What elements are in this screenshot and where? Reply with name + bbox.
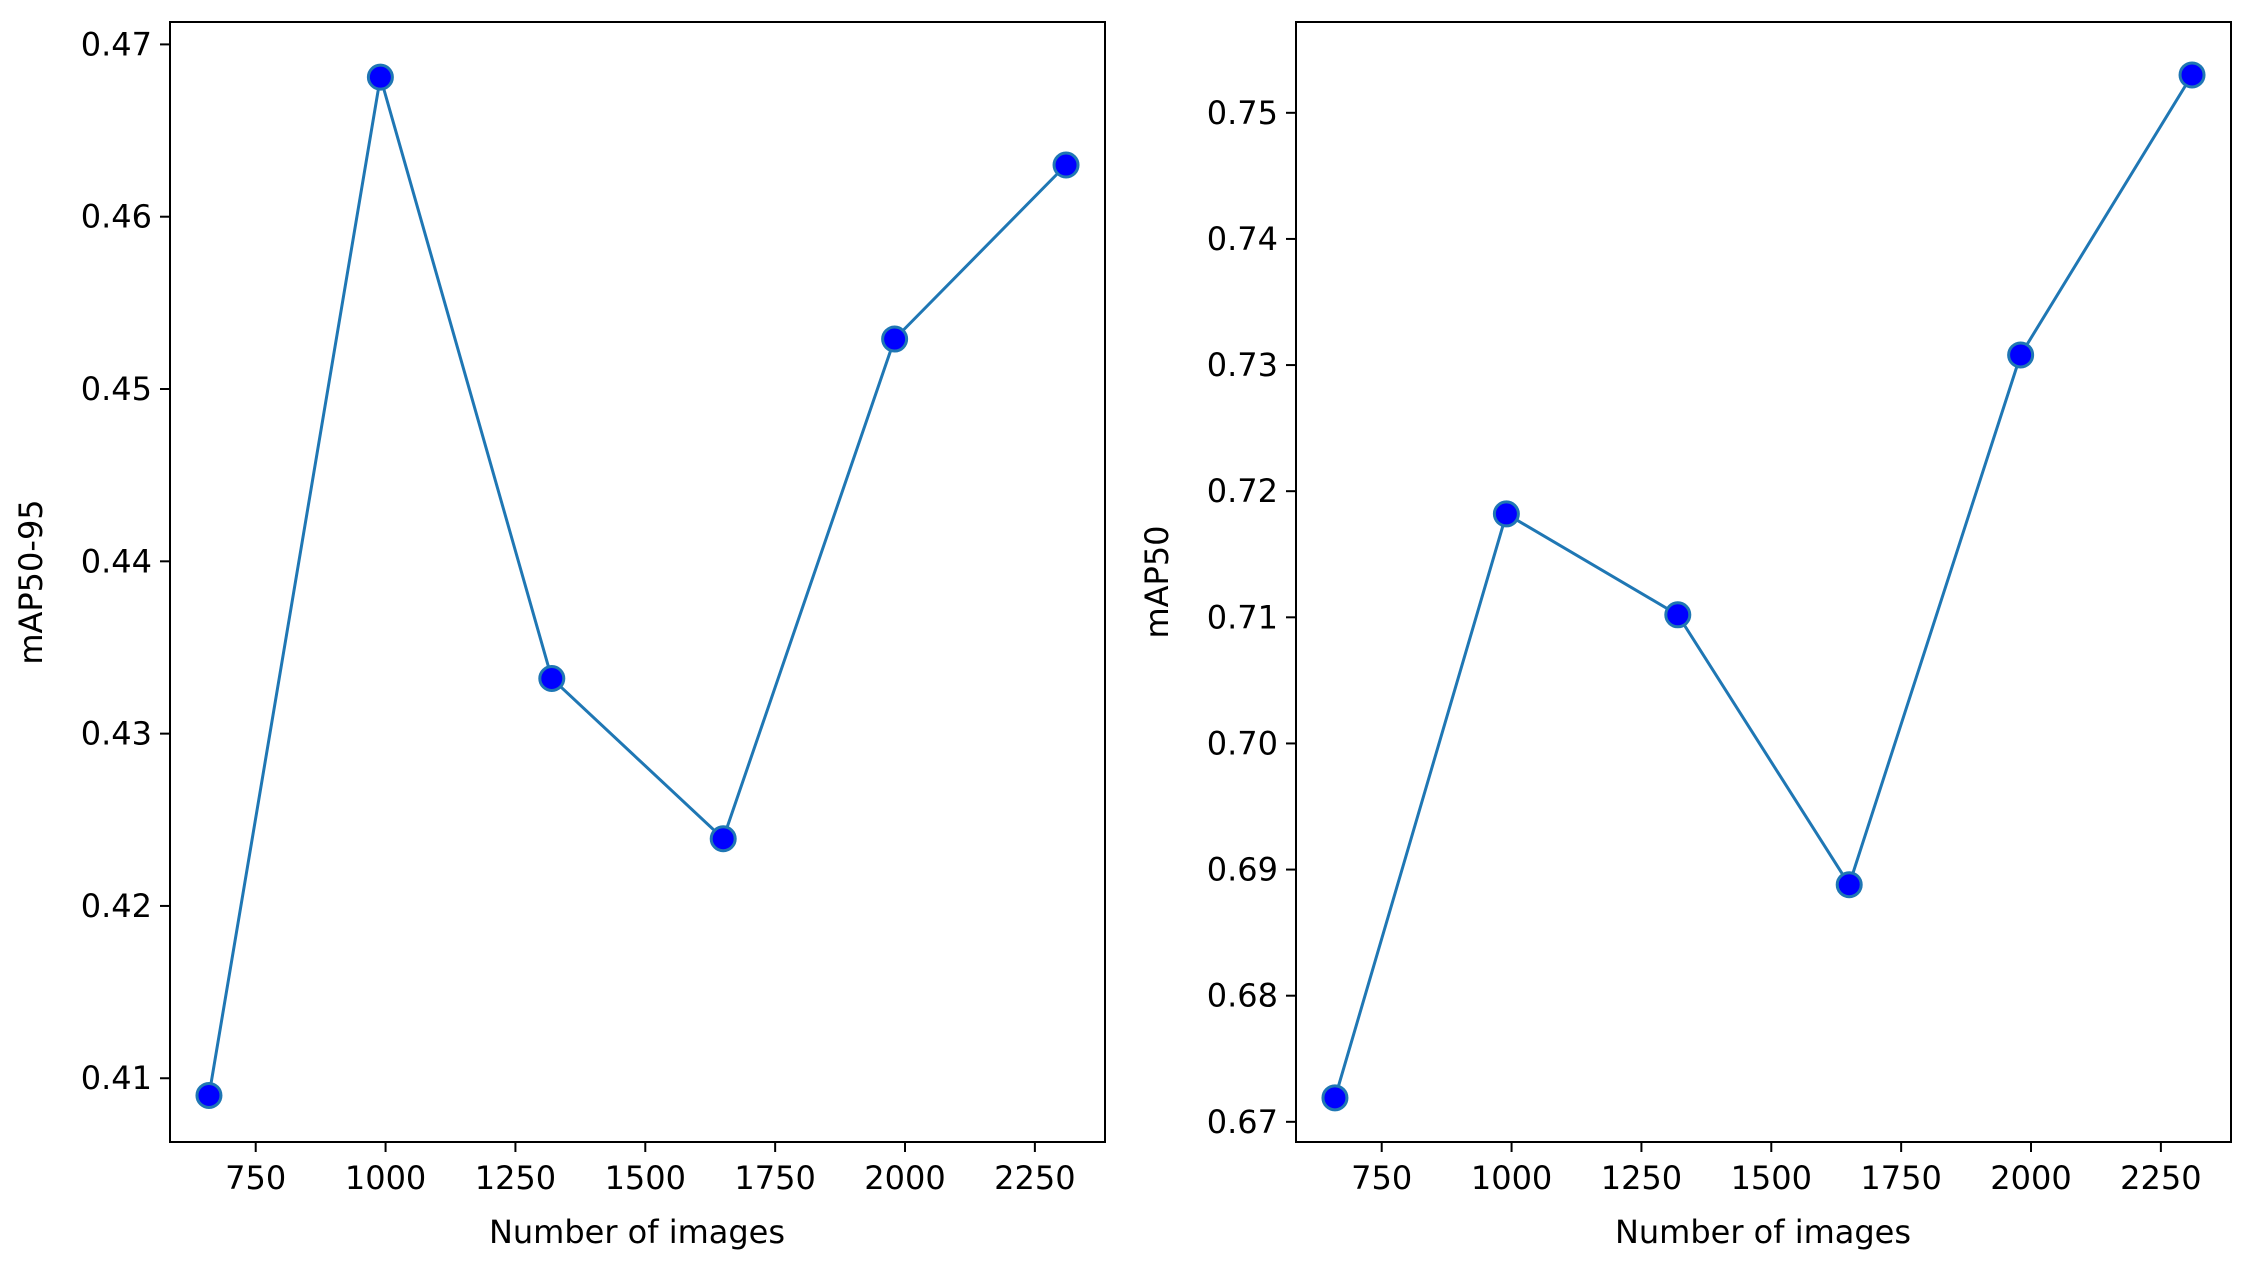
y-axis-label-right: mAP50 <box>1138 525 1176 638</box>
x-tick-label: 750 <box>1351 1159 1412 1197</box>
y-tick-label: 0.71 <box>1207 598 1278 636</box>
plot-area-left <box>169 21 1106 1143</box>
x-axis-label-left: Number of images <box>489 1213 785 1251</box>
data-point <box>195 1081 223 1109</box>
x-tick-label: 2000 <box>864 1159 945 1197</box>
y-axis-label-left: mAP50-95 <box>12 499 50 664</box>
data-point <box>1052 151 1080 179</box>
data-point <box>1321 1084 1349 1112</box>
y-tick-label: 0.43 <box>81 715 152 753</box>
data-point <box>2007 341 2035 369</box>
x-tick-label: 1750 <box>734 1159 815 1197</box>
y-tick-label: 0.46 <box>81 198 152 236</box>
plot-area-right <box>1295 21 2232 1143</box>
x-tick-label: 2000 <box>1990 1159 2071 1197</box>
series-line <box>1333 74 2194 1099</box>
right-series <box>1321 61 2206 1112</box>
y-tick-label: 0.75 <box>1207 94 1278 132</box>
data-point <box>366 63 394 91</box>
x-tick-label: 2250 <box>2120 1159 2201 1197</box>
x-tick-label: 1500 <box>1731 1159 1812 1197</box>
y-tick-label: 0.74 <box>1207 220 1278 258</box>
y-tick-label: 0.73 <box>1207 346 1278 384</box>
y-tick-label: 0.45 <box>81 370 152 408</box>
data-point <box>709 825 737 853</box>
y-tick-label: 0.72 <box>1207 472 1278 510</box>
left-series <box>195 63 1080 1109</box>
data-point <box>881 325 909 353</box>
x-tick-label: 1000 <box>345 1159 426 1197</box>
x-tick-label: 1750 <box>1860 1159 1941 1197</box>
data-point <box>1664 601 1692 629</box>
chart-left: 750 1000 1250 1500 1750 2000 2250 0.41 0.42 0.43… <box>12 21 1106 1251</box>
right-y-ticks: 0.67 0.68 0.69 0.70 0.71 0.72 0.73 0.74 0.75 <box>1207 94 1296 1141</box>
x-tick-label: 2250 <box>994 1159 1075 1197</box>
y-tick-label: 0.70 <box>1207 724 1278 762</box>
data-point <box>1492 500 1520 528</box>
x-tick-label: 750 <box>225 1159 286 1197</box>
y-tick-label: 0.44 <box>81 542 152 580</box>
x-tick-label: 1000 <box>1471 1159 1552 1197</box>
y-tick-label: 0.68 <box>1207 977 1278 1015</box>
left-y-ticks: 0.41 0.42 0.43 0.44 0.45 0.46 0.47 <box>81 25 170 1097</box>
y-tick-label: 0.41 <box>81 1059 152 1097</box>
right-x-ticks: 750 1000 1250 1500 1750 2000 2250 <box>1351 1142 2202 1197</box>
y-tick-label: 0.69 <box>1207 851 1278 889</box>
data-point <box>1835 871 1863 899</box>
y-tick-label: 0.42 <box>81 887 152 925</box>
x-tick-label: 1500 <box>605 1159 686 1197</box>
data-point <box>2178 61 2206 89</box>
data-point <box>538 664 566 692</box>
y-tick-label: 0.67 <box>1207 1103 1278 1141</box>
series-line <box>207 76 1068 1096</box>
x-axis-label-right: Number of images <box>1615 1213 1911 1251</box>
y-tick-label: 0.47 <box>81 25 152 63</box>
left-x-ticks: 750 1000 1250 1500 1750 2000 2250 <box>225 1142 1076 1197</box>
x-tick-label: 1250 <box>1601 1159 1682 1197</box>
x-tick-label: 1250 <box>475 1159 556 1197</box>
chart-right: 750 1000 1250 1500 1750 2000 2250 0.67 0.68 0.69… <box>1138 21 2232 1251</box>
